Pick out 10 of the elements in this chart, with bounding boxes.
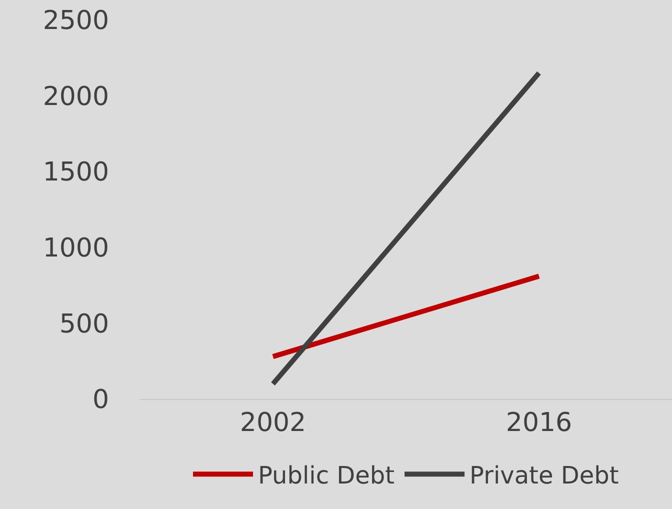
y-tick-label: 500	[59, 309, 109, 340]
y-tick-label: 2000	[42, 82, 109, 112]
x-tick-label: 2002	[240, 408, 306, 438]
y-tick-label: 2500	[42, 6, 109, 36]
legend-label: Private Debt	[470, 462, 619, 490]
y-tick-label: 1500	[42, 158, 109, 188]
legend-label: Public Debt	[258, 462, 395, 490]
y-tick-label: 1000	[42, 234, 109, 264]
y-tick-label: 0	[92, 385, 109, 416]
x-tick-label: 2016	[506, 408, 572, 438]
